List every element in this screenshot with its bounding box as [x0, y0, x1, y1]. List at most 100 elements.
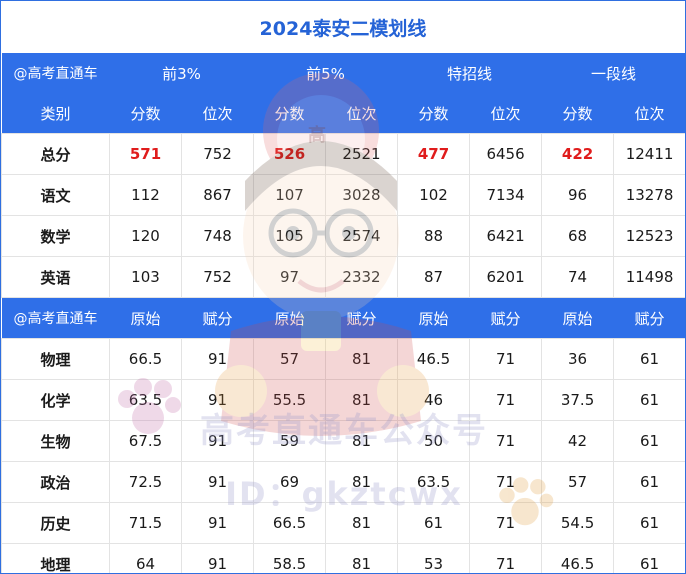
table-row: 英语 103 752 97 2332 87 6201 74 11498 [1, 256, 685, 298]
row-label: 化学 [1, 379, 110, 421]
cell: 74 [541, 256, 615, 298]
cell: 61 [613, 338, 685, 380]
table-row: 地理 64 91 58.5 81 53 71 46.5 61 [1, 543, 685, 573]
col-header: 分数 [397, 93, 470, 134]
table-row: 历史 71.5 91 66.5 81 61 71 54.5 61 [1, 502, 685, 544]
header-row-groups: @高考直通车 前3% 前5% 特招线 一段线 [1, 53, 685, 93]
cell: 57 [541, 461, 615, 503]
cell: 81 [325, 461, 399, 503]
cell: 11498 [613, 256, 685, 298]
table-row: 数学 120 748 105 2574 88 6421 68 12523 [1, 215, 685, 257]
cell: 61 [397, 502, 471, 544]
cell: 71 [469, 420, 543, 462]
cell: 2332 [325, 256, 399, 298]
row-label: 英语 [1, 256, 110, 298]
col-header: 赋分 [613, 297, 685, 339]
col-header: 类别 [1, 93, 110, 134]
cell: 97 [253, 256, 327, 298]
cell: 7134 [469, 174, 543, 216]
cell: 81 [325, 338, 399, 380]
group-top5: 前5% [253, 53, 398, 93]
cell: 112 [109, 174, 182, 216]
table-row: 语文 112 867 107 3028 102 7134 96 13278 [1, 174, 685, 216]
group-top3: 前3% [109, 53, 254, 93]
cell: 50 [397, 420, 471, 462]
cell: 96 [541, 174, 615, 216]
cell: 748 [180, 215, 255, 257]
brand-label: @高考直通车 [1, 53, 110, 93]
col-header: 赋分 [181, 297, 254, 339]
col-header: 赋分 [325, 297, 398, 339]
cell: 66.5 [253, 502, 327, 544]
cell: 71 [469, 543, 543, 573]
row-label: 数学 [1, 215, 110, 257]
score-table: @高考直通车 前3% 前5% 特招线 一段线 类别 分数 位次 分数 位次 分数… [1, 53, 685, 573]
col-header: 原始 [397, 297, 470, 339]
cell: 71 [469, 379, 543, 421]
cell: 867 [180, 174, 255, 216]
table-row: 政治 72.5 91 69 81 63.5 71 57 61 [1, 461, 685, 503]
cell: 57 [253, 338, 327, 380]
cell: 91 [180, 502, 255, 544]
group-tier1: 一段线 [541, 53, 685, 93]
col-header: 分数 [253, 93, 326, 134]
cell: 102 [397, 174, 471, 216]
cell: 61 [613, 461, 685, 503]
cell: 46.5 [541, 543, 615, 573]
col-header: 原始 [253, 297, 326, 339]
table-row: 生物 67.5 91 59 81 50 71 42 61 [1, 420, 685, 462]
cell: 63.5 [397, 461, 471, 503]
cell: 88 [397, 215, 471, 257]
col-header: 原始 [541, 297, 614, 339]
cell: 91 [180, 379, 255, 421]
cell: 61 [613, 420, 685, 462]
cell: 36 [541, 338, 615, 380]
cell: 37.5 [541, 379, 615, 421]
row-label: 语文 [1, 174, 110, 216]
cell: 13278 [613, 174, 685, 216]
cell: 105 [253, 215, 327, 257]
cell: 2574 [325, 215, 399, 257]
cell: 526 [253, 133, 327, 175]
col-header: 位次 [325, 93, 398, 134]
col-header: 分数 [541, 93, 614, 134]
cell: 91 [180, 338, 255, 380]
cell: 91 [180, 420, 255, 462]
cell: 53 [397, 543, 471, 573]
cell: 752 [180, 256, 255, 298]
cell: 81 [325, 379, 399, 421]
cell: 12523 [613, 215, 685, 257]
cell: 61 [613, 379, 685, 421]
brand-label: @高考直通车 [1, 297, 110, 339]
cell: 120 [109, 215, 182, 257]
row-label: 生物 [1, 420, 110, 462]
cell: 477 [397, 133, 471, 175]
cell: 752 [180, 133, 255, 175]
cell: 87 [397, 256, 471, 298]
cell: 61 [613, 543, 685, 573]
header-row-elective: @高考直通车 原始 赋分 原始 赋分 原始 赋分 原始 赋分 [1, 297, 685, 339]
page-title: 2024泰安二模划线 [259, 17, 427, 40]
cell: 46.5 [397, 338, 471, 380]
cell: 71 [469, 461, 543, 503]
cell: 67.5 [109, 420, 182, 462]
col-header: 分数 [109, 93, 182, 134]
table-row: 化学 63.5 91 55.5 81 46 71 37.5 61 [1, 379, 685, 421]
cell: 3028 [325, 174, 399, 216]
cell: 6456 [469, 133, 543, 175]
cell: 71.5 [109, 502, 182, 544]
row-label: 历史 [1, 502, 110, 544]
cell: 66.5 [109, 338, 182, 380]
cell: 6201 [469, 256, 543, 298]
table-row: 物理 66.5 91 57 81 46.5 71 36 61 [1, 338, 685, 380]
cell: 46 [397, 379, 471, 421]
col-header: 位次 [613, 93, 685, 134]
cell: 71 [469, 338, 543, 380]
cell: 107 [253, 174, 327, 216]
col-header: 原始 [109, 297, 182, 339]
cell: 58.5 [253, 543, 327, 573]
cell: 81 [325, 420, 399, 462]
cell: 2521 [325, 133, 399, 175]
table-row: 总分 571 752 526 2521 477 6456 422 12411 [1, 133, 685, 175]
